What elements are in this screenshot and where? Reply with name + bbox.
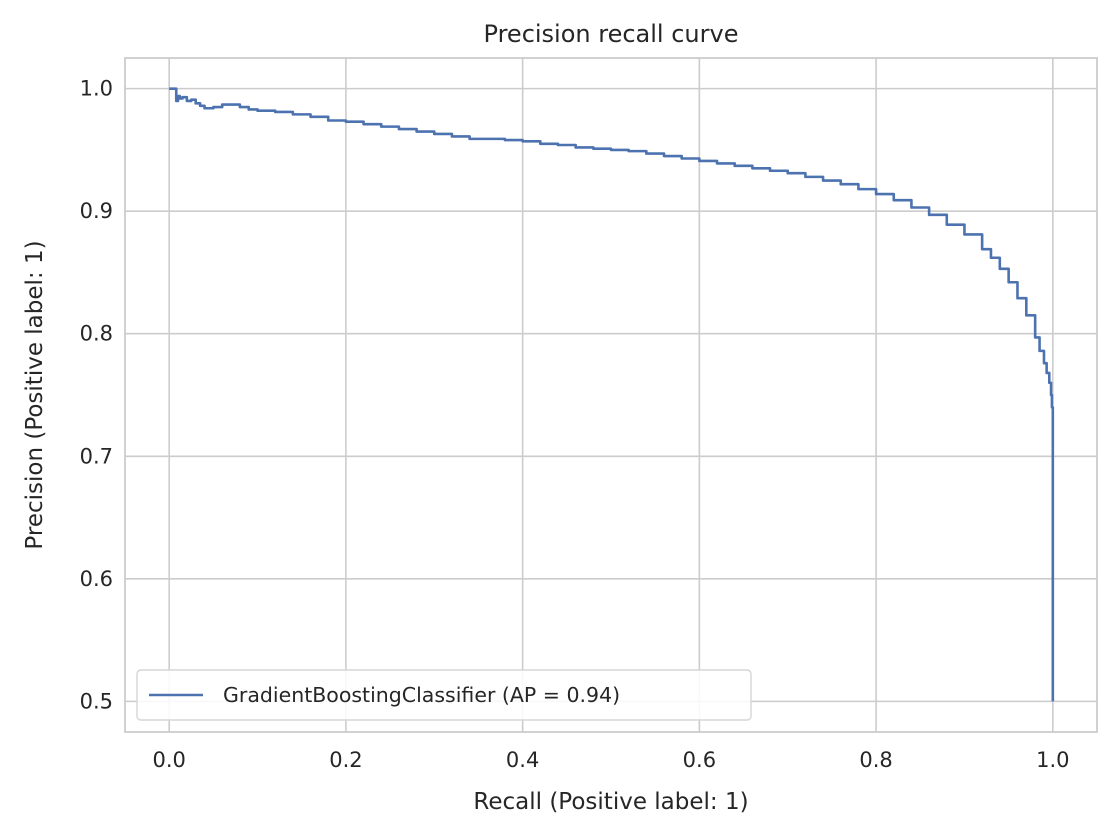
y-axis-label: Precision (Positive label: 1) bbox=[22, 240, 48, 549]
y-tick-label-2: 0.7 bbox=[80, 444, 113, 468]
legend: GradientBoostingClassifier (AP = 0.94) bbox=[136, 669, 752, 721]
y-tick-label-1: 0.6 bbox=[80, 567, 113, 591]
series-layer bbox=[169, 87, 1055, 702]
plot-area bbox=[125, 58, 1097, 732]
y-tick-label-3: 0.8 bbox=[80, 322, 113, 346]
x-tick-label-2: 0.4 bbox=[506, 748, 539, 772]
x-axis-label: Recall (Positive label: 1) bbox=[473, 789, 748, 815]
x-tick-labels: 0.0 0.2 0.4 0.6 0.8 1.0 bbox=[152, 748, 1069, 772]
y-tick-label-4: 0.9 bbox=[80, 199, 113, 223]
grid-lines bbox=[125, 58, 1097, 732]
y-tick-label-0: 0.5 bbox=[80, 689, 113, 713]
x-tick-label-4: 0.8 bbox=[859, 748, 892, 772]
x-tick-label-5: 1.0 bbox=[1036, 748, 1069, 772]
chart-title: Precision recall curve bbox=[484, 20, 739, 48]
x-tick-label-3: 0.6 bbox=[683, 748, 716, 772]
legend-box bbox=[136, 669, 752, 721]
x-tick-label-0: 0.0 bbox=[152, 748, 185, 772]
y-tick-label-5: 1.0 bbox=[80, 77, 113, 101]
y-tick-labels: 0.5 0.6 0.7 0.8 0.9 1.0 bbox=[80, 77, 113, 714]
legend-entry: GradientBoostingClassifier (AP = 0.94) bbox=[223, 683, 620, 707]
series-line-0 bbox=[169, 87, 1055, 702]
x-tick-label-1: 0.2 bbox=[329, 748, 362, 772]
axes-frame bbox=[124, 57, 1098, 733]
